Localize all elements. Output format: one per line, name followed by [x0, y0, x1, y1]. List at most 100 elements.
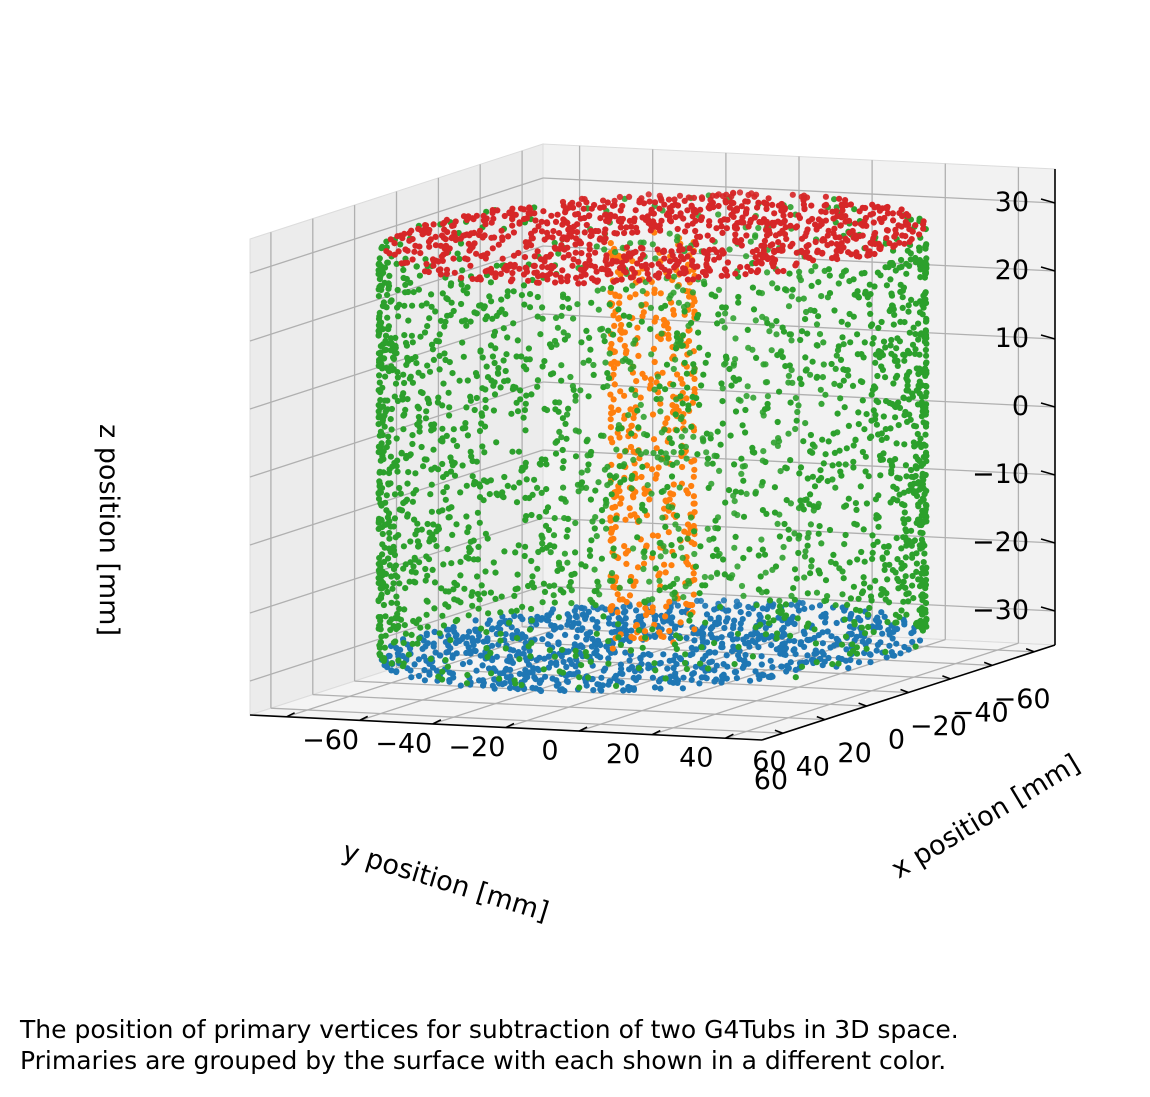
data-point — [813, 374, 820, 381]
data-point — [787, 222, 794, 229]
data-point — [544, 276, 551, 283]
data-point — [397, 241, 404, 248]
data-point — [611, 348, 619, 355]
data-point — [678, 544, 685, 551]
data-point — [405, 317, 412, 324]
data-point — [760, 448, 767, 455]
data-point — [674, 679, 681, 687]
data-point — [763, 201, 770, 208]
data-point — [443, 484, 450, 491]
grid-line-z-back — [542, 245, 1056, 272]
data-point — [919, 564, 926, 572]
data-point — [526, 626, 534, 633]
data-point — [893, 440, 900, 447]
data-point — [607, 284, 615, 291]
data-point — [626, 657, 633, 664]
data-point — [771, 249, 778, 256]
data-point — [822, 193, 830, 200]
data-point — [822, 451, 829, 458]
data-point — [812, 238, 819, 246]
data-point — [916, 583, 924, 590]
data-point — [415, 543, 422, 550]
data-point — [649, 608, 656, 615]
data-point — [787, 632, 794, 639]
data-point — [535, 279, 542, 286]
data-point — [873, 515, 880, 522]
data-point — [502, 311, 509, 318]
data-point — [504, 482, 511, 489]
data-point — [576, 674, 583, 681]
data-point — [788, 293, 795, 300]
data-point — [869, 340, 876, 347]
data-point — [593, 533, 600, 540]
data-point — [819, 374, 827, 381]
data-point — [718, 223, 725, 230]
data-point — [658, 305, 665, 312]
data-point — [415, 656, 422, 663]
data-point — [574, 627, 582, 634]
data-point — [408, 356, 415, 363]
data-point — [846, 650, 854, 657]
data-point — [383, 492, 390, 499]
data-point — [897, 288, 904, 295]
data-point — [896, 338, 904, 345]
data-point — [870, 219, 877, 226]
data-point — [391, 491, 399, 498]
data-point — [731, 661, 738, 668]
data-point — [840, 341, 847, 348]
data-point — [802, 548, 809, 555]
data-point — [679, 287, 687, 294]
data-point — [840, 366, 847, 373]
data-point — [500, 494, 507, 501]
data-point — [550, 228, 557, 235]
data-point — [601, 239, 608, 246]
data-point — [648, 466, 656, 473]
data-point — [687, 611, 694, 619]
data-point — [526, 304, 534, 311]
data-point — [593, 587, 600, 594]
data-point — [643, 265, 650, 273]
data-point — [705, 484, 712, 491]
data-point — [393, 435, 400, 442]
data-point — [573, 614, 580, 621]
data-point — [635, 627, 643, 634]
data-point — [380, 448, 387, 455]
data-point — [915, 336, 922, 343]
data-point — [901, 441, 908, 448]
data-point — [622, 269, 629, 276]
data-point — [400, 543, 407, 550]
data-point — [785, 372, 793, 379]
data-point — [752, 232, 759, 239]
data-point — [394, 286, 401, 294]
data-point — [836, 447, 843, 454]
data-point — [882, 374, 889, 381]
data-point — [616, 584, 623, 592]
data-point — [582, 615, 589, 623]
data-point — [379, 585, 386, 592]
data-point — [847, 631, 855, 638]
data-point — [723, 652, 730, 659]
data-point — [909, 582, 916, 589]
data-point — [719, 385, 726, 392]
data-point — [393, 668, 400, 676]
data-point — [727, 432, 734, 439]
data-point — [630, 218, 638, 225]
data-point — [862, 204, 869, 212]
data-point — [847, 339, 854, 346]
data-point — [588, 643, 596, 650]
data-point — [887, 306, 894, 313]
data-point — [528, 242, 535, 249]
data-point — [725, 487, 733, 494]
data-point — [430, 521, 437, 528]
data-point — [845, 665, 852, 672]
data-point — [604, 482, 611, 489]
data-point — [449, 222, 456, 229]
data-point — [903, 270, 910, 277]
data-point — [662, 497, 669, 504]
data-point — [735, 299, 742, 306]
data-point — [842, 197, 849, 204]
data-point — [802, 354, 809, 361]
data-point — [604, 261, 611, 268]
data-point — [580, 280, 588, 287]
data-point — [737, 609, 744, 616]
